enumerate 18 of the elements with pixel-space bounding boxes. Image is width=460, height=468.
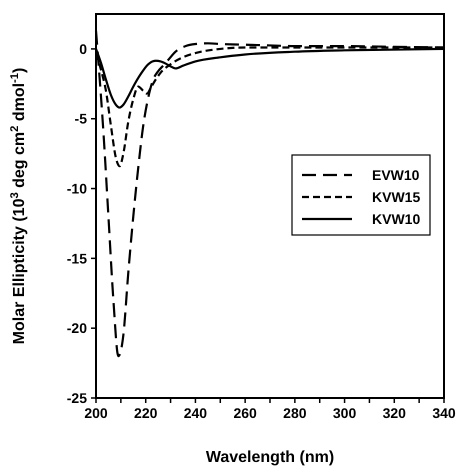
x-tick-label: 200 — [84, 405, 108, 421]
legend-label: KVW15 — [372, 189, 420, 205]
x-tick-label: 240 — [184, 405, 208, 421]
x-tick-label: 340 — [432, 405, 456, 421]
y-tick-label: -15 — [66, 250, 88, 266]
legend-label: KVW10 — [372, 211, 420, 227]
y-tick-label: -5 — [74, 110, 88, 127]
y-tick-label: -20 — [66, 320, 88, 336]
x-tick-label: 320 — [382, 405, 406, 421]
x-tick-label: 280 — [283, 405, 307, 421]
legend-label: EVW10 — [372, 167, 420, 183]
y-tick-label: 0 — [79, 40, 88, 57]
x-axis-title: Wavelength (nm) — [206, 449, 334, 466]
y-tick-label: -10 — [66, 180, 88, 197]
y-tick-label: -25 — [66, 390, 88, 406]
x-tick-label: 220 — [134, 405, 158, 421]
x-tick-label: 260 — [233, 405, 258, 421]
x-tick-label: 300 — [332, 405, 356, 421]
